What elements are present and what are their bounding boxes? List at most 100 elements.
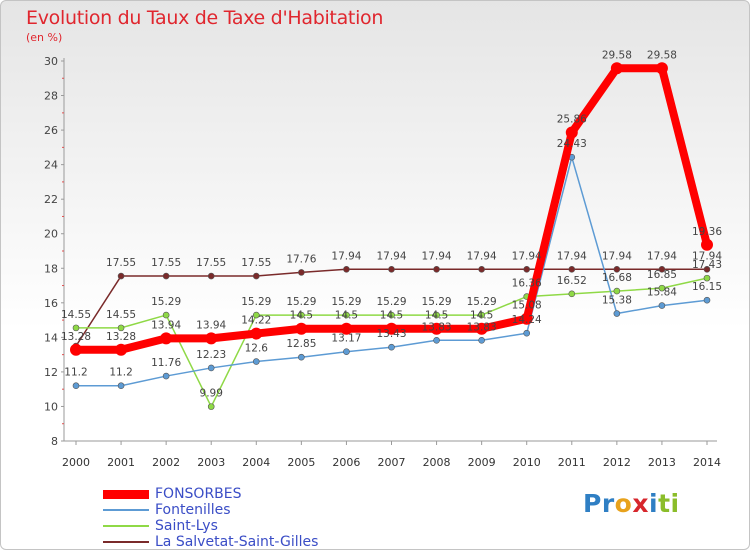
data-point: [207, 403, 215, 410]
data-point: [343, 311, 350, 319]
data-label: 15.84: [647, 287, 677, 299]
y-tick-label: 16: [44, 297, 58, 310]
data-point: [298, 311, 305, 319]
x-tick-label: 2008: [423, 456, 451, 469]
data-label: 17.94: [557, 250, 587, 262]
legend-item: Fontenilles: [103, 502, 318, 518]
data-label: 19.36: [692, 226, 722, 238]
data-label: 15.29: [151, 296, 181, 308]
data-point: [658, 266, 666, 273]
data-label: 15.29: [376, 296, 406, 308]
legend: FONSORBES Fontenilles Saint-Lys La Salvetat…: [103, 486, 319, 550]
legend-label: FONSORBES: [155, 486, 242, 502]
data-label: 14.5: [425, 310, 448, 322]
data-label: 17.76: [286, 253, 316, 265]
series-1: [72, 153, 711, 390]
data-point: [568, 290, 576, 298]
data-label: 25.86: [557, 114, 587, 126]
data-label: 17.94: [512, 250, 542, 262]
logo-letter: i: [649, 489, 659, 518]
data-label: 29.58: [647, 49, 677, 61]
data-label: 16.36: [512, 278, 542, 290]
x-tick-label: 2001: [107, 456, 135, 469]
y-tick-label: 18: [44, 262, 58, 275]
data-label: 14.24: [512, 314, 542, 326]
x-tick-label: 2009: [468, 456, 496, 469]
data-point: [658, 302, 666, 309]
legend-label: Saint-Lys: [155, 518, 218, 534]
logo-letter: r: [601, 489, 615, 518]
data-point: [207, 272, 215, 280]
data-label: 15.08: [512, 300, 542, 312]
legend-label: Fontenilles: [155, 502, 231, 518]
x-tick-label: 2013: [648, 456, 676, 469]
data-point: [568, 266, 576, 273]
data-point: [478, 311, 485, 319]
data-point: [385, 322, 398, 335]
data-label: 12.85: [286, 338, 316, 350]
data-label: 17.94: [331, 250, 361, 262]
data-label: 29.58: [602, 49, 632, 61]
data-label: 13.83: [422, 321, 452, 333]
unit-label: (en %): [26, 31, 63, 44]
series-2: [72, 274, 711, 410]
data-label: 14.22: [241, 315, 271, 327]
data-point: [298, 353, 305, 361]
data-point: [658, 284, 666, 292]
data-point: [703, 296, 711, 304]
data-label: 15.29: [241, 296, 271, 308]
data-point: [475, 322, 488, 335]
data-label: 12.23: [196, 349, 226, 361]
legend-item: FONSORBES: [103, 486, 318, 502]
data-label: 14.5: [335, 310, 358, 322]
x-tick-label: 2004: [242, 456, 270, 469]
legend-item: La Salvetat-Saint-Gilles: [103, 534, 319, 550]
data-point: [703, 266, 711, 273]
data-point: [252, 358, 260, 365]
data-label: 14.5: [380, 310, 403, 322]
data-label: 9.99: [200, 388, 223, 400]
data-point: [340, 322, 353, 335]
data-label: 17.94: [647, 250, 677, 262]
data-label: 15.29: [467, 296, 497, 308]
data-point: [433, 311, 440, 319]
data-point: [613, 310, 621, 317]
data-label: 17.55: [151, 257, 181, 269]
data-label: 13.28: [106, 331, 136, 343]
data-point: [565, 126, 578, 139]
data-point: [523, 266, 531, 273]
data-point: [205, 332, 218, 345]
data-point: [610, 62, 623, 75]
data-label: 16.52: [557, 275, 587, 287]
data-point: [115, 343, 128, 356]
data-point: [433, 336, 440, 344]
data-label: 11.2: [109, 367, 132, 379]
y-tick-label: 14: [44, 331, 58, 344]
data-label: 15.29: [331, 296, 361, 308]
data-label: 12.6: [245, 343, 269, 355]
y-tick-label: 22: [44, 193, 58, 206]
logo-letter: x: [632, 489, 649, 518]
data-label: 17.94: [692, 250, 722, 262]
y-tick-label: 28: [44, 90, 58, 103]
data-label: 13.94: [151, 319, 181, 331]
data-point: [250, 327, 263, 340]
logo-letter: P: [583, 489, 602, 518]
data-point: [295, 322, 308, 335]
y-tick-label: 20: [44, 228, 58, 241]
data-point: [252, 272, 260, 280]
data-point: [478, 336, 485, 344]
data-point: [70, 343, 82, 356]
data-label: 15.29: [422, 296, 452, 308]
legend-label: La Salvetat-Saint-Gilles: [155, 534, 319, 550]
data-point: [72, 324, 80, 332]
data-point: [523, 329, 531, 337]
data-label: 16.68: [602, 272, 632, 284]
series-0: [70, 62, 713, 356]
logo-letter: t: [658, 489, 671, 518]
data-point: [298, 269, 305, 276]
data-point: [72, 382, 80, 390]
data-label: 17.55: [196, 257, 226, 269]
legend-swatch: [103, 489, 149, 499]
